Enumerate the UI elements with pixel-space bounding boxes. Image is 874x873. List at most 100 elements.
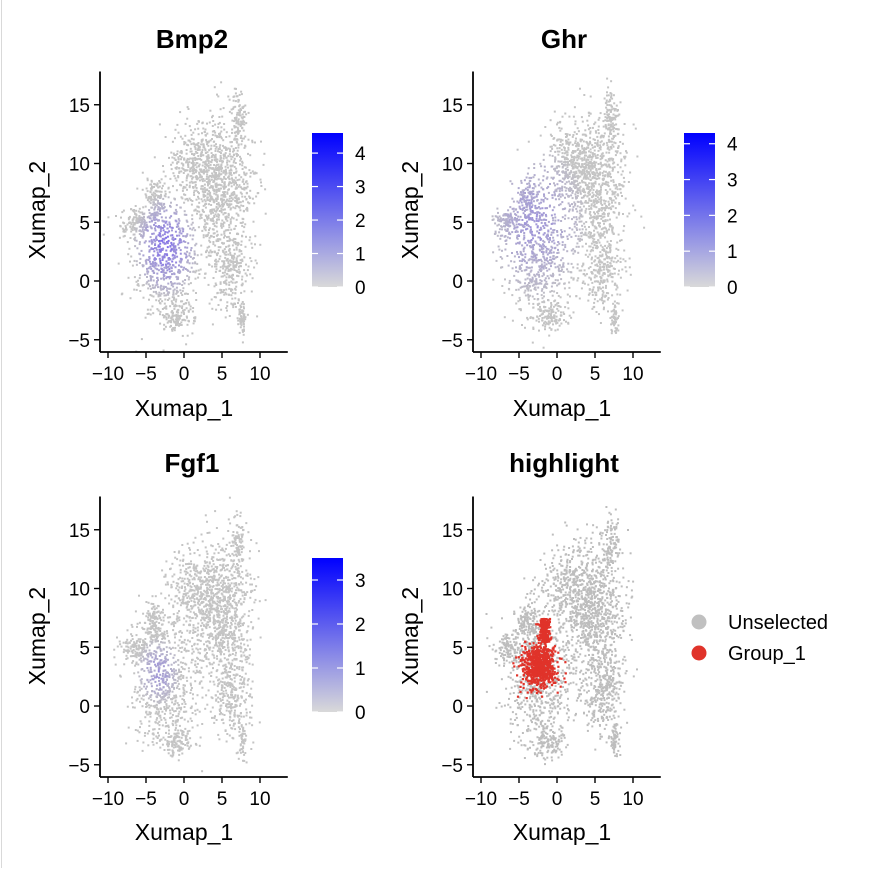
cell-point [242, 138, 244, 140]
cell-point [229, 264, 231, 266]
cell-point [190, 306, 192, 308]
cell-point [225, 147, 227, 149]
cell-point [565, 152, 567, 154]
cell-point [211, 172, 213, 174]
cell-point [609, 109, 611, 111]
cell-point [181, 258, 183, 260]
cell-point [557, 154, 559, 156]
cell-point [546, 270, 548, 272]
cell-point [606, 144, 608, 146]
cell-point [150, 266, 152, 268]
cell-point [607, 245, 609, 247]
cell-point [588, 162, 590, 164]
cell-point [218, 216, 220, 218]
cell-point [543, 245, 545, 247]
cell-point [609, 262, 611, 264]
cell-point [499, 216, 501, 218]
cell-point [595, 206, 597, 208]
cell-point [171, 244, 173, 246]
cell-point [245, 246, 247, 248]
cell-point [134, 245, 136, 247]
cell-point [543, 251, 545, 253]
cell-point [196, 199, 198, 201]
cell-point [572, 144, 574, 146]
cell-point [239, 271, 241, 273]
cell-point [585, 254, 587, 256]
cell-point [236, 257, 238, 259]
cell-point [228, 240, 230, 242]
cell-point [607, 191, 609, 193]
cell-point [191, 158, 193, 160]
point-cloud [492, 78, 645, 349]
cell-point [220, 155, 222, 157]
cell-point [107, 216, 109, 218]
cell-point [574, 231, 576, 233]
cell-point [504, 278, 506, 280]
cell-point [251, 247, 253, 249]
cell-point [214, 251, 216, 253]
cell-point [509, 280, 511, 282]
cell-point [162, 234, 164, 236]
cell-point [507, 209, 509, 211]
cell-point [534, 196, 536, 198]
cell-point [178, 132, 180, 134]
cell-point [571, 163, 573, 165]
cell-point [543, 195, 545, 197]
cell-point [566, 187, 568, 189]
cell-point [590, 179, 592, 181]
cell-point [574, 226, 576, 228]
cell-point [151, 227, 153, 229]
cell-point [595, 162, 597, 164]
cell-point [229, 315, 231, 317]
cell-point [620, 166, 622, 168]
cell-point [146, 268, 148, 270]
cell-point [183, 157, 185, 159]
cell-point [596, 178, 598, 180]
cell-point [541, 294, 543, 296]
cell-point [627, 290, 629, 292]
cell-point [591, 243, 593, 245]
cell-point [559, 130, 561, 132]
cell-point [555, 279, 557, 281]
cell-point [222, 145, 224, 147]
cell-point [236, 205, 238, 207]
cell-point [525, 188, 527, 190]
cell-point [542, 256, 544, 258]
cell-point [194, 250, 196, 252]
cell-point [238, 197, 240, 199]
cell-point [617, 324, 619, 326]
cell-point [540, 259, 542, 261]
cell-point [589, 137, 591, 139]
cell-point [216, 200, 218, 202]
cell-point [207, 159, 209, 161]
cell-point [231, 129, 233, 131]
cell-point [226, 220, 228, 222]
cell-point [567, 164, 569, 166]
cell-point [533, 176, 535, 178]
cell-point [173, 294, 175, 296]
cell-point [226, 236, 228, 238]
cell-point [523, 196, 525, 198]
cell-point [574, 193, 576, 195]
cell-point [185, 236, 187, 238]
cell-point [217, 260, 219, 262]
cell-point [548, 192, 550, 194]
cell-point [625, 260, 627, 262]
cell-point [235, 197, 237, 199]
cell-point [608, 275, 610, 277]
cell-point [164, 295, 166, 297]
cell-point [175, 209, 177, 211]
cell-point [167, 313, 169, 315]
cell-point [152, 287, 154, 289]
cell-point [205, 203, 207, 205]
cell-point [524, 292, 526, 294]
cell-point [213, 277, 215, 279]
cell-point [204, 191, 206, 193]
cell-point [241, 303, 243, 305]
cell-point [230, 209, 232, 211]
cell-point [587, 284, 589, 286]
cell-point [552, 209, 554, 211]
cell-point [244, 196, 246, 198]
cell-point [171, 267, 173, 269]
cell-point [539, 182, 541, 184]
